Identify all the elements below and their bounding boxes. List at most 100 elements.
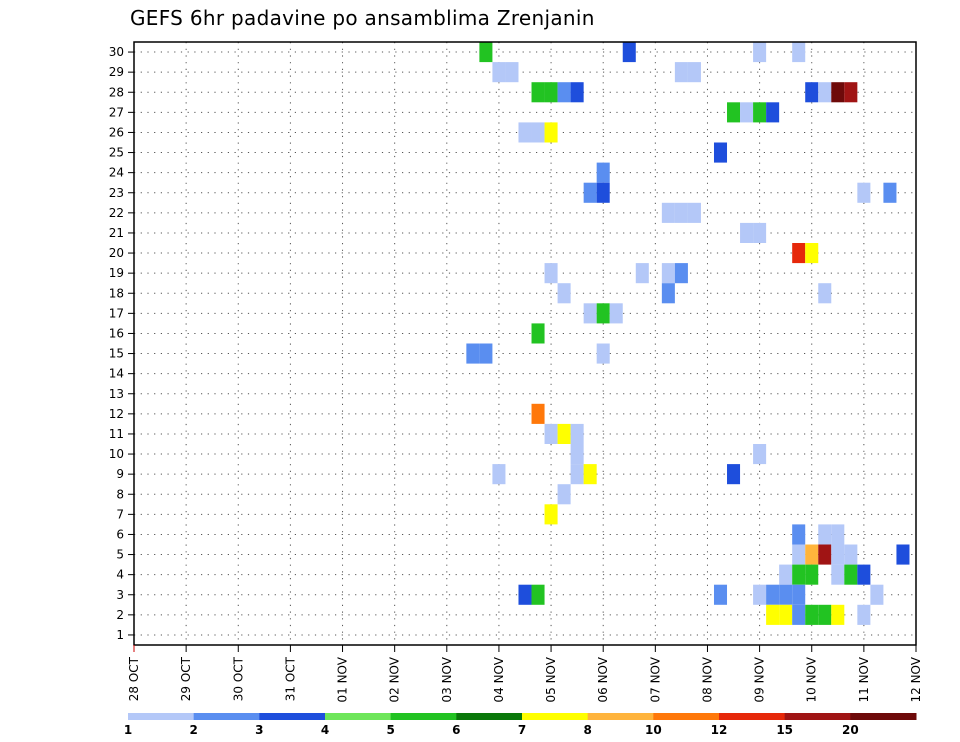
precip-cell bbox=[727, 464, 741, 485]
precip-cell bbox=[831, 82, 845, 103]
precip-cell bbox=[870, 584, 884, 605]
colorbar-label: 6 bbox=[452, 723, 460, 737]
y-tick-label: 4 bbox=[116, 568, 124, 582]
precip-cell bbox=[792, 604, 806, 625]
colorbar-swatch bbox=[128, 713, 195, 720]
colorbar-swatch bbox=[456, 713, 523, 720]
x-tick-label: 05 NOV bbox=[544, 656, 558, 702]
precip-cell bbox=[583, 303, 597, 324]
precip-cell bbox=[661, 202, 675, 223]
precip-cell bbox=[635, 263, 649, 284]
colorbar-swatch bbox=[850, 713, 917, 720]
precip-cell bbox=[818, 544, 832, 565]
x-tick-label: 12 NOV bbox=[909, 656, 923, 702]
y-tick-label: 22 bbox=[109, 206, 124, 220]
y-tick-label: 30 bbox=[109, 45, 124, 59]
x-tick-label: 09 NOV bbox=[753, 656, 767, 702]
precip-cell bbox=[596, 303, 610, 324]
precip-cell bbox=[831, 564, 845, 585]
precip-cell bbox=[740, 222, 754, 243]
precip-cell bbox=[857, 604, 871, 625]
colorbar-label: 15 bbox=[776, 723, 793, 737]
x-tick-label: 02 NOV bbox=[388, 656, 402, 702]
precip-cell bbox=[857, 564, 871, 585]
x-tick-label: 28 OCT bbox=[127, 656, 141, 701]
precip-cell bbox=[570, 444, 584, 465]
precip-cell bbox=[818, 283, 832, 304]
precip-cell bbox=[805, 544, 819, 565]
y-tick-label: 16 bbox=[109, 326, 124, 340]
precip-cell bbox=[713, 142, 728, 163]
precip-cell bbox=[687, 62, 701, 83]
y-tick-label: 3 bbox=[116, 588, 124, 602]
colorbar-swatch bbox=[325, 713, 392, 720]
precip-cell bbox=[544, 263, 558, 284]
y-tick-label: 6 bbox=[116, 527, 124, 541]
precip-cell bbox=[544, 122, 558, 143]
precip-cell bbox=[557, 423, 571, 444]
precip-cell bbox=[687, 202, 701, 223]
precip-cell bbox=[466, 343, 480, 364]
precip-cell bbox=[831, 524, 845, 545]
y-tick-label: 24 bbox=[109, 166, 124, 180]
x-tick-label: 03 NOV bbox=[440, 656, 454, 702]
y-tick-label: 27 bbox=[109, 105, 124, 119]
colorbar-swatch bbox=[522, 713, 589, 720]
y-tick-label: 2 bbox=[116, 608, 124, 622]
precip-cell bbox=[531, 584, 545, 605]
precip-cell bbox=[531, 323, 545, 344]
precip-cell bbox=[792, 544, 806, 565]
y-axis-ticks: 1234567891011121314151617181920212223242… bbox=[109, 45, 134, 642]
y-tick-label: 25 bbox=[109, 146, 124, 160]
precip-cell bbox=[570, 82, 584, 103]
y-tick-label: 8 bbox=[116, 487, 124, 501]
y-tick-label: 17 bbox=[109, 306, 124, 320]
precip-cell bbox=[792, 524, 806, 545]
precip-cell bbox=[753, 102, 767, 123]
x-tick-label: 30 OCT bbox=[231, 656, 245, 701]
precip-cell bbox=[583, 182, 597, 203]
precip-cell bbox=[479, 42, 493, 63]
y-tick-label: 15 bbox=[109, 347, 124, 361]
precip-cell bbox=[792, 584, 806, 605]
precip-cell bbox=[544, 504, 558, 525]
precip-cell bbox=[766, 102, 780, 123]
precip-cell bbox=[831, 604, 845, 625]
precip-cell bbox=[831, 544, 845, 565]
precip-cell bbox=[883, 182, 897, 203]
precip-cell bbox=[479, 343, 493, 364]
chart-title: GEFS 6hr padavine po ansamblima Zrenjani… bbox=[130, 6, 595, 30]
precip-cell bbox=[727, 102, 741, 123]
precip-cell bbox=[661, 263, 675, 284]
precip-cell bbox=[857, 182, 871, 203]
precip-cell bbox=[818, 82, 832, 103]
precip-cell bbox=[609, 303, 623, 324]
y-tick-label: 7 bbox=[116, 507, 124, 521]
precip-cell bbox=[505, 62, 519, 83]
y-tick-label: 26 bbox=[109, 125, 124, 139]
y-tick-label: 1 bbox=[116, 628, 124, 642]
precip-cell bbox=[531, 403, 545, 424]
precip-cell bbox=[779, 604, 793, 625]
x-tick-label: 06 NOV bbox=[596, 656, 610, 702]
colorbar-swatch bbox=[259, 713, 326, 720]
x-tick-label: 08 NOV bbox=[700, 656, 714, 702]
y-tick-label: 29 bbox=[109, 65, 124, 79]
precip-cell bbox=[779, 564, 793, 585]
y-tick-label: 5 bbox=[116, 548, 124, 562]
precip-cell bbox=[779, 584, 793, 605]
y-tick-label: 28 bbox=[109, 85, 124, 99]
precip-cell bbox=[674, 202, 688, 223]
precip-cell bbox=[792, 243, 806, 264]
precip-cell bbox=[753, 584, 767, 605]
precip-cell bbox=[753, 222, 767, 243]
precip-cell bbox=[583, 464, 597, 485]
precip-cell bbox=[544, 82, 558, 103]
precip-cell bbox=[805, 82, 819, 103]
precip-cell bbox=[518, 122, 532, 143]
precip-cell bbox=[740, 102, 754, 123]
x-tick-label: 07 NOV bbox=[648, 656, 662, 702]
x-tick-label: 04 NOV bbox=[492, 656, 506, 702]
precip-cell bbox=[570, 423, 584, 444]
x-tick-label: 01 NOV bbox=[336, 656, 350, 702]
